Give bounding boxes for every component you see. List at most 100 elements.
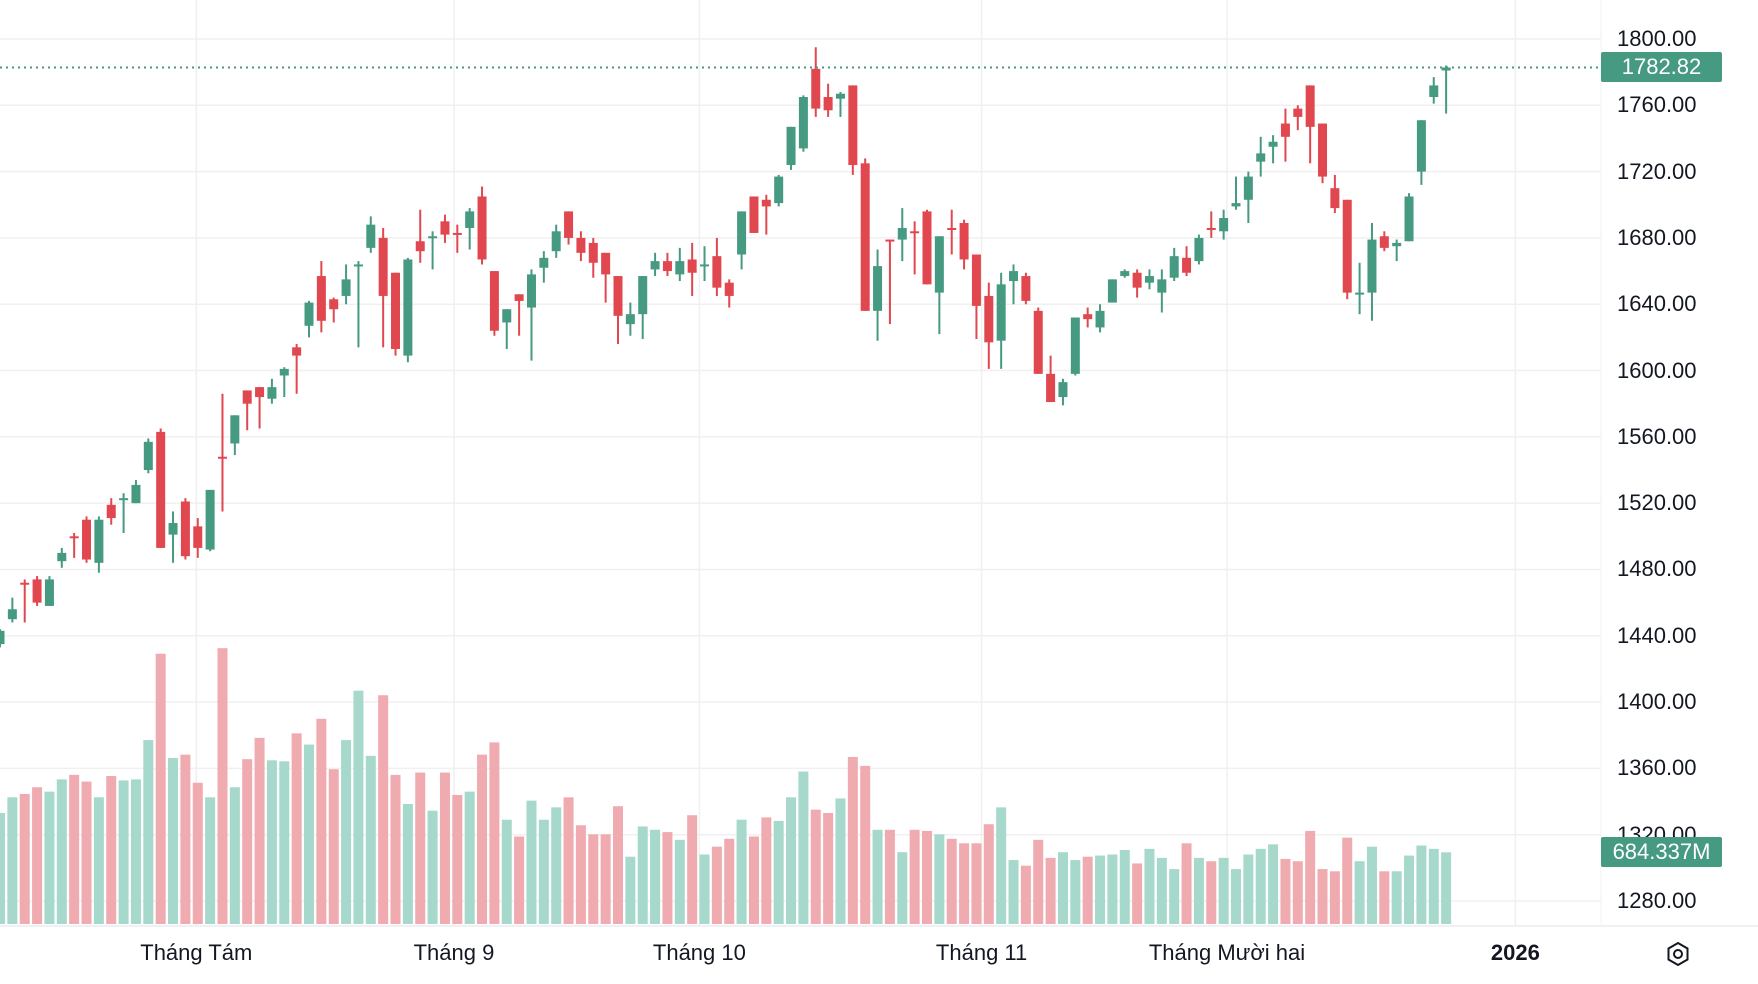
candle [811,47,821,117]
price-tick-label: 1360.00 [1617,755,1697,781]
candle [57,547,67,568]
candle-body [737,211,747,255]
candle [415,209,425,263]
volume-bar [1292,861,1303,924]
candle [304,300,314,338]
candle [947,209,957,255]
candle-body [1416,120,1426,172]
candle [761,194,771,235]
candle [1416,120,1426,185]
candle [1021,272,1031,305]
volume-bar [489,742,500,924]
candle-body [205,489,215,550]
candle [1169,247,1179,282]
volume-bar [748,836,759,924]
volume-bar [736,819,747,924]
candle-body [835,93,845,99]
volume-bar [93,797,104,924]
candle-body [1046,373,1056,403]
volume-bar [798,771,809,924]
volume-bar [588,834,599,924]
candle [20,579,30,623]
volume-bar [19,793,30,924]
candle [749,196,759,233]
candle [1392,239,1402,262]
price-candles [0,47,1451,648]
candle-body [1021,276,1031,301]
candle-body [279,368,289,376]
candle [675,247,685,282]
candle [82,516,92,563]
volume-bar [1416,845,1427,924]
candle-body [885,239,895,242]
candle [465,208,475,250]
volume-bar [229,787,240,924]
last-price-badge: 1782.82 [1601,52,1722,83]
time-tick-label: Tháng Mười hai [1148,940,1306,965]
price-tick-label: 1400.00 [1617,689,1697,715]
candle-body [353,264,363,267]
candle-body [94,519,104,563]
volume-bar [613,806,623,924]
candle [1379,231,1389,252]
candle-body [489,271,499,331]
volume-bars [0,648,1452,924]
candle-body [1033,310,1043,374]
volume-bar [464,791,475,924]
candle [1083,307,1093,328]
time-tick-label: Tháng 11 [935,940,1028,965]
candle [1404,193,1414,242]
last-volume-badge: 684.337M [1601,837,1722,868]
candle [0,629,5,648]
candle-body [255,387,265,398]
candle [662,252,672,277]
price-tick-label: 1800.00 [1617,26,1697,51]
volume-bar [32,787,43,924]
candle-body [1404,196,1414,242]
candle [1058,378,1068,406]
volume-bar [625,856,636,924]
volume-bar [192,782,203,924]
volume-bar [773,820,784,924]
candle [341,264,351,305]
candle-body [1305,85,1315,127]
volume-bar [674,839,685,924]
candle [1293,105,1303,131]
candle-body [304,302,314,326]
candle [366,216,376,253]
volume-bar [56,779,67,924]
volume-bar [69,774,80,924]
candle-body [106,504,116,519]
volume-bar [810,809,821,924]
candle-body [798,97,808,149]
candle [1280,108,1290,162]
candle-body [1280,123,1290,137]
candle-body [1441,67,1451,71]
candle-body [1144,276,1154,283]
candle-body [440,221,450,235]
candle-body [786,126,796,165]
candle [502,309,512,349]
volume-bar [946,838,957,924]
settings-icon[interactable] [1664,940,1692,968]
volume-bar [835,798,846,924]
volume-bar [1280,858,1291,924]
volume-bar [1379,871,1390,924]
candle-body [366,224,376,248]
candle-body [1132,272,1142,288]
candle-body [391,272,401,349]
candle [551,224,561,258]
candle [638,276,648,340]
candle-body [378,237,388,296]
candle-body [415,241,425,252]
candle-body [526,274,536,308]
volume-bar [304,744,314,924]
candle-body [1009,271,1019,282]
volume-bar [143,740,154,924]
volume-bar [514,836,525,924]
candle-body [20,582,30,585]
candle-body [1206,227,1216,230]
candle [588,237,598,278]
volume-bar [1057,852,1068,924]
